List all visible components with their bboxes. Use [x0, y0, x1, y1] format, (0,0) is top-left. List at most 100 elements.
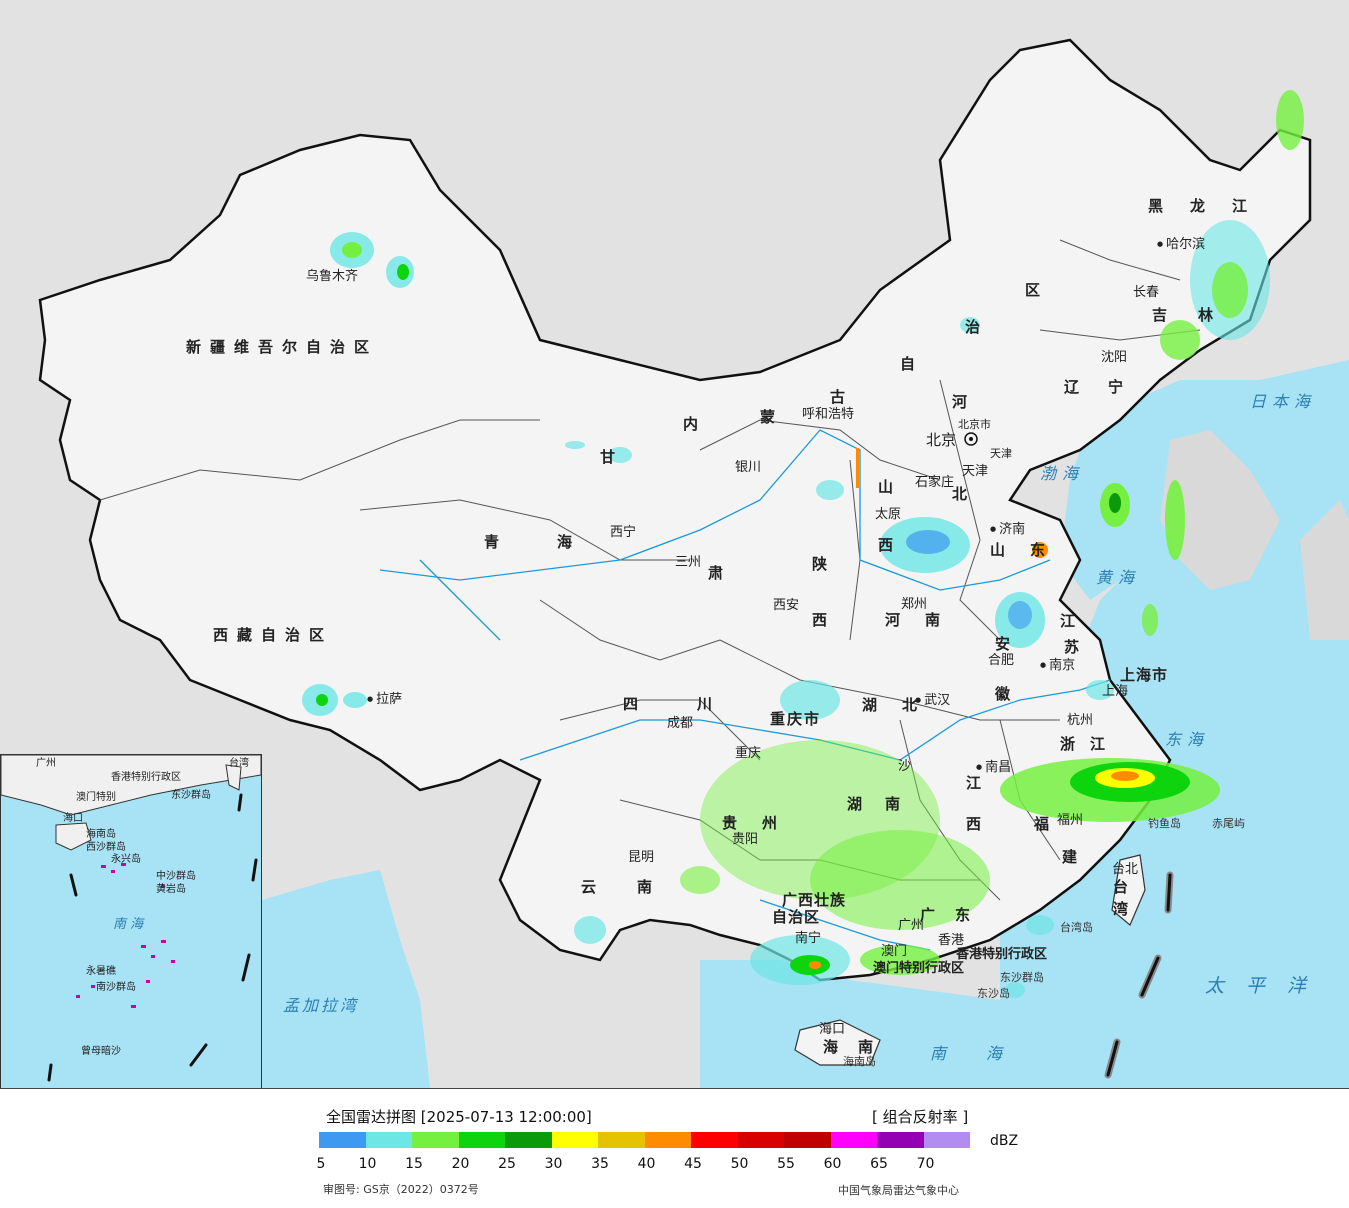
province-hlj-3: 江 — [1232, 197, 1257, 215]
province-shanxi-1: 山 — [878, 478, 903, 496]
island-taiwan: 台湾岛 — [1060, 921, 1093, 934]
inset-label-hainan: 海南岛 — [86, 829, 116, 840]
inset-label-haikou: 海口 — [63, 813, 83, 824]
province-shaanxi-2: 西 — [812, 611, 837, 629]
unit-label: dBZ — [990, 1133, 1019, 1149]
province-henan-2: 南 — [925, 611, 950, 629]
province-liaoning-1: 辽 — [1064, 378, 1089, 396]
region-macau: 澳门特别行政区 — [873, 961, 965, 976]
city-shijiazhuang: 石家庄 — [915, 475, 955, 490]
legend-panel: 全国雷达拼图 [2025-07-13 12:00:00] [ 组合反射率 ] d… — [0, 1089, 1349, 1208]
province-jiangsu-2: 苏 — [1064, 638, 1089, 656]
city-yinchuan: 银川 — [735, 460, 762, 475]
scale-swatch-30 — [551, 1132, 598, 1148]
sea-bohai: 渤海 — [1040, 464, 1085, 483]
scale-tick: 45 — [684, 1156, 702, 1172]
province-neimeng-2: 蒙 — [760, 408, 785, 426]
scale-tick: 40 — [637, 1156, 656, 1172]
sea-nanhai: 南海 — [930, 1044, 1043, 1063]
city-lanzhou: 三州 — [675, 555, 702, 570]
bay-of-bengal-water — [262, 870, 430, 1088]
scale-tick: 65 — [870, 1156, 888, 1172]
province-jilin-2: 林 — [1198, 306, 1223, 324]
inset-label-nansha: 南沙群岛 — [96, 982, 136, 993]
scale-swatch-40 — [644, 1132, 691, 1148]
scale-tick: 20 — [451, 1156, 470, 1172]
province-guangdong-1: 广 — [920, 906, 945, 924]
agency-name: 中国气象局雷达气象中心 — [838, 1184, 959, 1197]
city-hongkong: 香港 — [938, 933, 965, 948]
inset-label-taiwan: 台湾 — [229, 758, 249, 769]
province-hebei-1: 河 — [952, 393, 977, 411]
province-hlj-2: 龙 — [1190, 197, 1215, 215]
sea-taipingyang: 太平洋 — [1205, 975, 1329, 997]
city-shanghai: 上海 — [1102, 684, 1129, 699]
city-guiyang: 贵阳 — [732, 832, 759, 847]
map-canvas — [38, 38, 1349, 1088]
inset-label-guangzhou: 广州 — [36, 758, 56, 769]
radar-echoes — [302, 90, 1304, 998]
scale-tick: 30 — [544, 1156, 563, 1172]
city-hangzhou: 杭州 — [1067, 713, 1094, 728]
sea-mengjialawan: 孟加拉湾 — [283, 996, 360, 1015]
province-guangxi-2: 自治区 — [772, 908, 821, 926]
province-anhui-2: 徽 — [995, 685, 1020, 703]
approval-number: 审图号: GS京（2022）0372号 — [323, 1183, 479, 1196]
city-jinan: 济南 — [990, 523, 1025, 536]
scale-swatch-60 — [830, 1132, 877, 1148]
island-hainan: 海南岛 — [843, 1055, 876, 1068]
province-yunnan-1: 云 — [581, 878, 606, 896]
province-guizhou-2: 州 — [762, 814, 787, 832]
province-guangdong-2: 东 — [955, 906, 980, 924]
province-jiangxi-2: 西 — [966, 815, 991, 833]
city-xian: 西安 — [773, 598, 800, 613]
province-jilin-1: 吉 — [1152, 306, 1177, 324]
scale-tick: 55 — [777, 1156, 795, 1172]
scale-swatch-10 — [365, 1132, 412, 1148]
city-kunming: 昆明 — [628, 850, 655, 865]
scale-swatch-25 — [505, 1132, 552, 1148]
island-dongsha: 东沙岛 — [977, 987, 1010, 1000]
province-hainan-1: 海 — [823, 1038, 848, 1056]
color-scale — [319, 1132, 970, 1148]
province-sichuan-1: 四 — [623, 695, 648, 713]
hainan-island-shape — [794, 1019, 881, 1066]
province-qinghai-2: 海 — [557, 533, 582, 551]
province-chongqing: 重庆市 — [770, 710, 822, 728]
province-tibet: 西藏自治区 — [213, 626, 334, 644]
inset-label-hongkong: 香港特别行政区 — [111, 772, 181, 783]
city-tianjin: 天津 — [962, 464, 989, 479]
province-hubei-2: 北 — [902, 696, 927, 714]
province-borders — [99, 239, 1201, 901]
city-chongqing: 重庆 — [735, 746, 762, 761]
sea-ribenhai: 日本海 — [1250, 392, 1317, 411]
island-chiwei: 赤尾屿 — [1212, 817, 1245, 830]
province-yunnan-2: 南 — [637, 878, 662, 896]
province-taiwan-1: 台 — [1113, 878, 1138, 896]
province-jiangsu-1: 江 — [1060, 612, 1085, 630]
city-zhengzhou: 郑州 — [901, 597, 928, 612]
sea-donghai: 东海 — [1165, 730, 1210, 749]
south-sea-water — [700, 850, 1349, 1088]
province-xinjiang: 新疆维吾尔自治区 — [186, 338, 379, 356]
city-hefei: 合肥 — [988, 653, 1015, 668]
province-fujian-1: 福 — [1034, 815, 1059, 833]
map-title: 全国雷达拼图 [2025-07-13 12:00:00] — [326, 1108, 592, 1126]
city-harbin: 哈尔滨 — [1157, 238, 1205, 251]
korea-landmass — [1160, 430, 1280, 590]
province-gansu-1: 甘 — [600, 448, 625, 466]
province-fujian-2: 建 — [1062, 848, 1087, 866]
city-xining: 西宁 — [610, 525, 637, 540]
scale-swatch-45 — [691, 1132, 738, 1148]
scale-swatch-5 — [319, 1132, 366, 1148]
scale-tick: 10 — [358, 1156, 377, 1172]
inset-label-yongxing: 永兴岛 — [111, 854, 141, 865]
province-hlj-1: 黑 — [1148, 197, 1173, 215]
sea-huanghai: 黄海 — [1096, 568, 1141, 587]
province-shanxi-2: 西 — [878, 536, 903, 554]
south-china-sea-inset: 广州 澳门特别 香港特别行政区 东沙群岛 台湾 海口 海南岛 西沙群岛 永兴岛 … — [0, 754, 262, 1088]
province-zhejiang-2: 江 — [1090, 735, 1115, 753]
province-neimeng-5: 治 — [965, 318, 990, 336]
city-nanchang: 南昌 — [976, 761, 1011, 774]
province-shanghai: 上海市 — [1120, 666, 1169, 684]
